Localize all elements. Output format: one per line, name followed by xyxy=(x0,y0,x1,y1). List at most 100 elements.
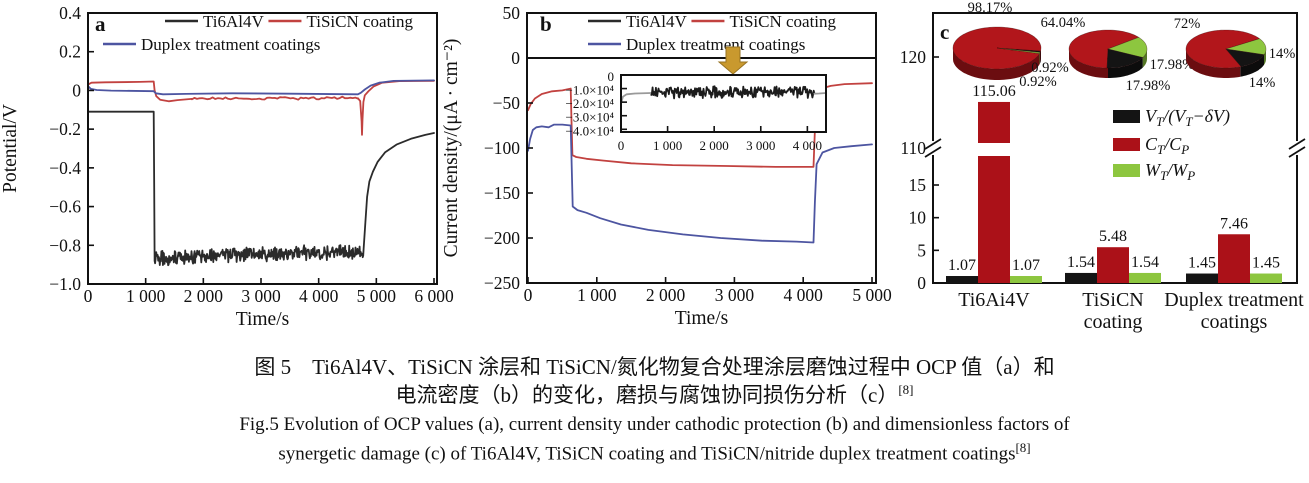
y-tick-label: 10 xyxy=(909,208,927,228)
pie-percent-label: 0.92% xyxy=(1031,60,1068,76)
y-tick-label: −0.2 xyxy=(49,119,81,139)
y-tick-label: 0 xyxy=(608,69,615,84)
x-tick-label: 2 000 xyxy=(646,285,686,305)
pie-percent-label: 14% xyxy=(1249,75,1276,91)
y-break-label: 110 xyxy=(900,138,926,158)
category-label: TiSiCN xyxy=(1082,289,1144,311)
y-tick-label: −0.8 xyxy=(49,235,81,255)
series-ti6al4v-end xyxy=(813,92,827,95)
bar-value-label: 7.46 xyxy=(1220,215,1248,232)
series-ti6al4v-noisy xyxy=(650,85,816,100)
x-tick-label: 6 000 xyxy=(414,286,454,306)
y-tick-label: −200 xyxy=(484,228,520,248)
y-tick-label: −2.0×10⁴ xyxy=(566,96,615,111)
bar xyxy=(1250,273,1282,283)
category-label: Ti6Ai4V xyxy=(958,289,1030,311)
series-tisicn-coating xyxy=(87,79,435,136)
pie-wall xyxy=(1040,51,1041,64)
caption-cn-line2: 电流密度（b）的变化，磨损与腐蚀协同损伤分析（c）[8] xyxy=(0,379,1309,409)
pie-percent-label: 72% xyxy=(1174,16,1201,32)
pie-slice xyxy=(996,47,1041,54)
bar-value-label: 1.45 xyxy=(1252,255,1280,272)
x-tick-label: 4 000 xyxy=(299,286,339,306)
inset-pointer-arrow xyxy=(717,46,749,75)
pie-slice xyxy=(1106,36,1148,58)
x-tick-label: 5 000 xyxy=(852,285,892,305)
caption-en-line2-text: synergetic damage (c) of Ti6Al4V, TiSiCN… xyxy=(278,443,1016,465)
y-tick-label: −0.4 xyxy=(49,158,81,178)
y-tick-label: −100 xyxy=(484,138,520,158)
axis-break-slash xyxy=(924,138,942,150)
series-duplex-treatment-coatings xyxy=(527,123,873,244)
x-tick-label: 3 000 xyxy=(746,138,775,153)
pie-percent-label: 98.17% xyxy=(968,0,1013,16)
y-tick-label: −0.6 xyxy=(49,197,81,217)
y-tick-label: −50 xyxy=(493,93,521,113)
legend-label: TiSiCN coating xyxy=(306,12,413,31)
y-tick-label: −150 xyxy=(484,183,520,203)
y-axis-title: Current density/(μA · cm⁻²) xyxy=(441,39,462,258)
x-tick-label: 0 xyxy=(618,138,625,153)
legend-label: Ti6Al4V xyxy=(203,12,265,31)
y-tick-label: 5 xyxy=(917,240,926,260)
category-label: coatings xyxy=(1201,311,1268,333)
bar xyxy=(1218,234,1250,283)
pie-slice xyxy=(1225,38,1267,56)
legend-chip xyxy=(1113,110,1140,123)
panel-b: 0 1 000 2 000 3 000 4 000 5 000 50 0 −50 −100 −150… xyxy=(441,3,892,329)
y-tick-label: 120 xyxy=(900,47,927,67)
category-label: coating xyxy=(1084,311,1143,333)
bar xyxy=(946,276,978,283)
x-axis-title: Time/s xyxy=(675,308,728,329)
bar-value-label: 1.45 xyxy=(1188,255,1216,272)
bar-segment xyxy=(978,156,1010,283)
x-tick-label: 5 000 xyxy=(357,286,397,306)
pie-2: 64.04% 17.98% 17.98% xyxy=(1041,15,1195,94)
y-tick-label: 15 xyxy=(909,175,927,195)
pie-slice xyxy=(1068,29,1140,69)
y-tick-label: −250 xyxy=(484,273,520,293)
bar-value-label: 5.48 xyxy=(1099,228,1127,245)
x-axis-title: Time/s xyxy=(236,309,289,330)
x-tick-label: 3 000 xyxy=(241,286,281,306)
axis-break-gap xyxy=(1294,141,1300,155)
pie-percent-label: 64.04% xyxy=(1041,15,1086,31)
bar xyxy=(1065,272,1097,283)
pie-percent-label: 14% xyxy=(1269,46,1296,62)
pie-wall xyxy=(1040,48,1041,63)
y-tick-label: −1.0×10⁴ xyxy=(566,83,615,98)
inset-bg xyxy=(620,74,827,133)
y-axis-title: Potential/V xyxy=(0,104,21,193)
x-tick-label: 0 xyxy=(524,285,533,305)
pie-wall xyxy=(1108,57,1143,78)
x-tick-label: 2 000 xyxy=(700,138,729,153)
x-tick-label: 1 000 xyxy=(126,286,166,306)
bar-value-label: 115.06 xyxy=(972,83,1015,100)
y-tick-label: 0 xyxy=(72,80,81,100)
y-tick-label: 0 xyxy=(917,273,926,293)
series-ti6al4v-start xyxy=(620,92,653,105)
bar-value-label: 1.07 xyxy=(1012,257,1040,274)
legend-label: Duplex treatment coatings xyxy=(626,35,805,54)
plot-frame xyxy=(620,74,827,133)
panel-letter-b: b xyxy=(540,12,552,36)
caption-cn-line2-text: 电流密度（b）的变化，磨损与腐蚀协同损伤分析（c） xyxy=(395,383,899,407)
x-tick-label: 1 000 xyxy=(653,138,682,153)
caption-en-line2: synergetic damage (c) of Ti6Al4V, TiSiCN… xyxy=(0,440,1309,465)
y-tick-label: −3.0×10⁴ xyxy=(566,110,615,125)
legend-label: WT/WP xyxy=(1145,160,1195,183)
x-tick-label: 0 xyxy=(84,286,93,306)
legend-label: VT/(VT−δV) xyxy=(1145,106,1230,129)
bar-value-label: 1.54 xyxy=(1067,254,1095,271)
pie-wall xyxy=(1240,54,1264,77)
bar xyxy=(1186,273,1218,283)
x-tick-label: 4 000 xyxy=(793,138,822,153)
panel-letter-c: c xyxy=(940,20,949,44)
caption-en-ref-sup: [8] xyxy=(1015,440,1031,455)
axis-break-slash xyxy=(924,146,942,158)
legend-label: TiSiCN coating xyxy=(729,12,836,31)
caption-cn-line1: 图 5 Ti6Al4V、TiSiCN 涂层和 TiSiCN/氮化物复合处理涂层磨… xyxy=(0,351,1309,381)
